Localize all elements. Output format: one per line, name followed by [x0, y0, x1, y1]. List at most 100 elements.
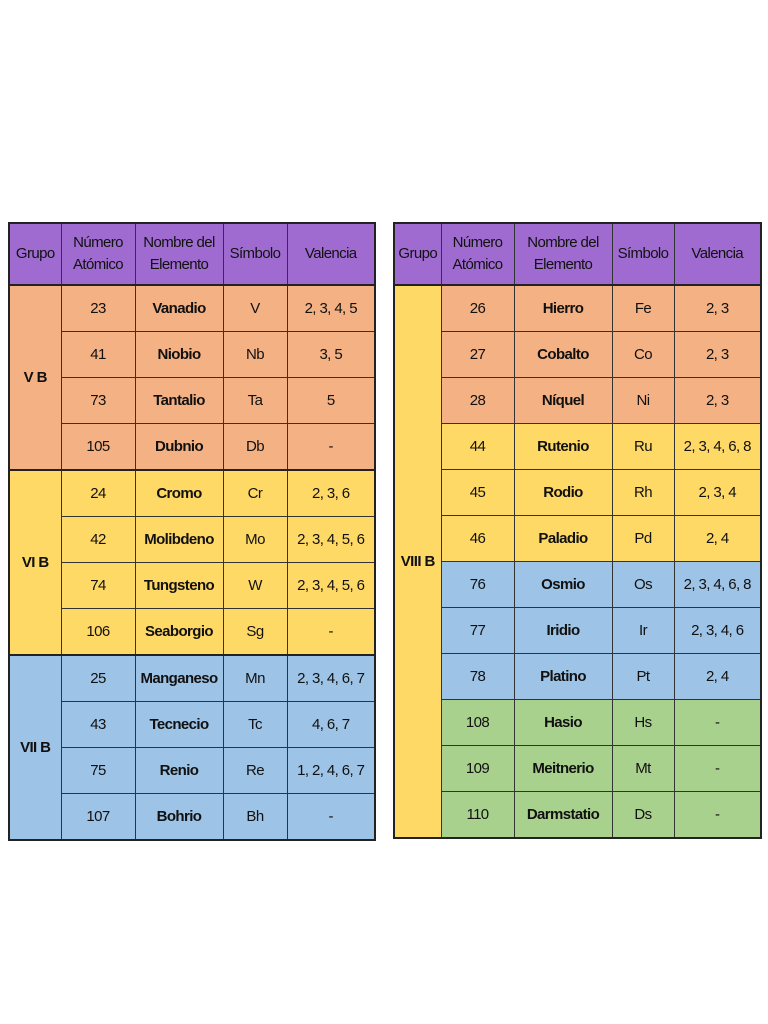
symbol: Re — [222, 747, 288, 794]
symbol: Mo — [222, 516, 288, 563]
atomic-number: 42 — [60, 516, 136, 563]
element-name: Tungsteno — [134, 562, 224, 609]
symbol: Ru — [611, 423, 675, 470]
symbol: Pt — [611, 653, 675, 700]
symbol: Ni — [611, 377, 675, 424]
element-name: Rutenio — [513, 423, 613, 470]
header-cell: Grupo — [8, 222, 62, 286]
symbol: Sg — [222, 608, 288, 656]
valence: 4, 6, 7 — [286, 701, 376, 748]
element-row: VI B 24 Cromo Cr 2, 3, 6 — [8, 469, 376, 656]
element-name: Darmstatio — [513, 791, 613, 839]
element-row: 45 Rodio Rh 2, 3, 4 — [394, 469, 762, 516]
element-name: Niobio — [134, 331, 224, 378]
element-row: 76 Osmio Os 2, 3, 4, 6, 8 — [394, 561, 762, 608]
element-row: 27 Cobalto Co 2, 3 — [394, 331, 762, 378]
valence: - — [673, 699, 762, 746]
symbol: Cr — [222, 469, 288, 517]
element-row: 109 Meitnerio Mt - — [394, 745, 762, 792]
valence: 2, 3, 4, 6, 8 — [673, 561, 762, 608]
symbol: V — [222, 284, 288, 332]
atomic-number: 76 — [440, 561, 515, 608]
element-name: Meitnerio — [513, 745, 613, 792]
element-name: Rodio — [513, 469, 613, 516]
group-cell: VIII B — [393, 284, 442, 839]
element-row: 74 Tungsteno W 2, 3, 4, 5, 6 — [9, 562, 376, 609]
element-name: Tantalio — [134, 377, 224, 424]
element-name: Vanadio — [134, 284, 224, 332]
group-cell: V B — [8, 284, 62, 471]
element-name: Bohrio — [134, 793, 224, 841]
element-name: Hierro — [513, 284, 613, 332]
element-table: Grupo Número Atómico Nombre del Elemento Sí… — [8, 222, 376, 841]
atomic-number: 108 — [440, 699, 515, 746]
symbol: Ir — [611, 607, 675, 654]
symbol: W — [222, 562, 288, 609]
element-name: Cobalto — [513, 331, 613, 378]
atomic-number: 43 — [60, 701, 136, 748]
valence: 2, 3, 4, 6 — [673, 607, 762, 654]
atomic-number: 73 — [60, 377, 136, 424]
element-name: Molibdeno — [134, 516, 224, 563]
symbol: Db — [222, 423, 288, 471]
valence: 2, 4 — [673, 653, 762, 700]
atomic-number: 105 — [60, 423, 136, 471]
valence: - — [286, 793, 376, 841]
element-row: VII B 25 Manganeso Mn 2, 3, 4, 6, 7 — [8, 654, 376, 841]
element-row: 106 Seaborgio Sg - — [9, 608, 376, 656]
header-cell: Símbolo — [611, 222, 675, 286]
element-name: Paladio — [513, 515, 613, 562]
valence: 5 — [286, 377, 376, 424]
element-name: Platino — [513, 653, 613, 700]
atomic-number: 27 — [440, 331, 515, 378]
element-row: V B 23 Vanadio V 2, 3, 4, 5 — [8, 284, 376, 471]
valence: 2, 3, 6 — [286, 469, 376, 517]
valence: 3, 5 — [286, 331, 376, 378]
element-name: Renio — [134, 747, 224, 794]
valence: - — [286, 608, 376, 656]
header-row: Grupo Número Atómico Nombre del Elemento Sí… — [393, 222, 762, 286]
header-cell: Valencia — [286, 222, 376, 286]
valence: 2, 3, 4, 5, 6 — [286, 562, 376, 609]
symbol: Mn — [222, 654, 288, 702]
element-name: Níquel — [513, 377, 613, 424]
atomic-number: 25 — [60, 654, 136, 702]
element-name: Osmio — [513, 561, 613, 608]
element-name: Manganeso — [134, 654, 224, 702]
atomic-number: 44 — [440, 423, 515, 470]
element-name: Iridio — [513, 607, 613, 654]
header-cell: Número Atómico — [440, 222, 515, 286]
element-name: Hasio — [513, 699, 613, 746]
atomic-number: 45 — [440, 469, 515, 516]
symbol: Fe — [611, 284, 675, 332]
element-row: 46 Paladio Pd 2, 4 — [394, 515, 762, 562]
atomic-number: 107 — [60, 793, 136, 841]
group-cell: VI B — [8, 469, 62, 656]
element-row: 105 Dubnio Db - — [9, 423, 376, 471]
element-name: Tecnecio — [134, 701, 224, 748]
atomic-number: 78 — [440, 653, 515, 700]
header-cell: Nombre del Elemento — [134, 222, 224, 286]
element-row: 43 Tecnecio Tc 4, 6, 7 — [9, 701, 376, 748]
symbol: Co — [611, 331, 675, 378]
atomic-number: 41 — [60, 331, 136, 378]
header-row: Grupo Número Atómico Nombre del Elemento Sí… — [8, 222, 376, 286]
atomic-number: 26 — [440, 284, 515, 332]
element-row: 44 Rutenio Ru 2, 3, 4, 6, 8 — [394, 423, 762, 470]
symbol: Hs — [611, 699, 675, 746]
symbol: Ta — [222, 377, 288, 424]
valence: - — [286, 423, 376, 471]
element-row: 75 Renio Re 1, 2, 4, 6, 7 — [9, 747, 376, 794]
atomic-number: 77 — [440, 607, 515, 654]
group-cell: VII B — [8, 654, 62, 841]
element-row: 41 Niobio Nb 3, 5 — [9, 331, 376, 378]
symbol: Rh — [611, 469, 675, 516]
valence: 1, 2, 4, 6, 7 — [286, 747, 376, 794]
header-cell: Símbolo — [222, 222, 288, 286]
symbol: Ds — [611, 791, 675, 839]
header-cell: Grupo — [393, 222, 442, 286]
element-name: Dubnio — [134, 423, 224, 471]
atomic-number: 24 — [60, 469, 136, 517]
header-cell: Número Atómico — [60, 222, 136, 286]
